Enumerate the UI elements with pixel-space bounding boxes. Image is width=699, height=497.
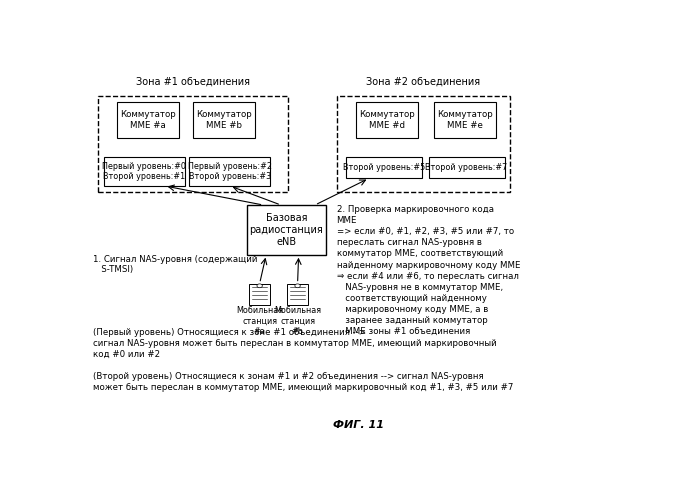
- FancyBboxPatch shape: [346, 157, 422, 178]
- Text: 2. Проверка маркировочного кода
MME
=> если #0, #1, #2, #3, #5 или #7, то
пересл: 2. Проверка маркировочного кода MME => е…: [337, 205, 520, 336]
- Text: Коммутатор
MME #e: Коммутатор MME #e: [438, 110, 493, 130]
- Text: Первый уровень:#0
Второй уровень:#1: Первый уровень:#0 Второй уровень:#1: [102, 162, 186, 181]
- Circle shape: [295, 284, 301, 288]
- Text: Второй уровень:#7: Второй уровень:#7: [426, 163, 507, 172]
- FancyBboxPatch shape: [117, 102, 180, 138]
- FancyBboxPatch shape: [189, 157, 271, 186]
- Text: Второй уровень:#5: Второй уровень:#5: [343, 163, 426, 172]
- Text: (Первый уровень) Относящиеся к зоне #1 объединения -->
сигнал NAS-уровня может б: (Первый уровень) Относящиеся к зоне #1 о…: [93, 328, 496, 359]
- Text: Зона #1 объединения: Зона #1 объединения: [136, 77, 250, 86]
- Text: Базовая
радиостанция
eNB: Базовая радиостанция eNB: [250, 213, 324, 247]
- FancyBboxPatch shape: [356, 102, 418, 138]
- FancyBboxPatch shape: [287, 283, 308, 305]
- Text: Коммутатор
MME #a: Коммутатор MME #a: [120, 110, 176, 130]
- Text: (Второй уровень) Относящиеся к зонам #1 и #2 объединения --> сигнал NAS-уровня
м: (Второй уровень) Относящиеся к зонам #1 …: [93, 372, 513, 392]
- FancyBboxPatch shape: [428, 157, 505, 178]
- Text: ФИГ. 11: ФИГ. 11: [333, 420, 384, 430]
- Text: Зона #2 объединения: Зона #2 объединения: [366, 77, 480, 86]
- Text: Мобильная
станция
#a: Мобильная станция #a: [236, 307, 283, 336]
- Text: Мобильная
станция
#b: Мобильная станция #b: [274, 307, 321, 336]
- Text: Коммутатор
MME #d: Коммутатор MME #d: [359, 110, 415, 130]
- Text: 1. Сигнал NAS-уровня (содержащий
   S-TMSI): 1. Сигнал NAS-уровня (содержащий S-TMSI): [93, 255, 257, 274]
- Text: Коммутатор
MME #b: Коммутатор MME #b: [196, 110, 252, 130]
- FancyBboxPatch shape: [434, 102, 496, 138]
- FancyBboxPatch shape: [250, 283, 270, 305]
- FancyBboxPatch shape: [193, 102, 255, 138]
- FancyBboxPatch shape: [103, 157, 185, 186]
- Circle shape: [257, 284, 262, 288]
- FancyBboxPatch shape: [247, 205, 326, 255]
- Text: Первый уровень:#2
Второй уровень:#3: Первый уровень:#2 Второй уровень:#3: [188, 162, 272, 181]
